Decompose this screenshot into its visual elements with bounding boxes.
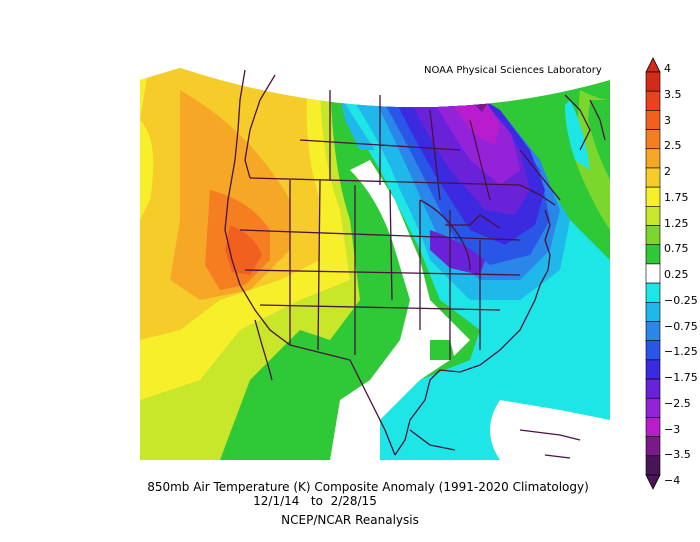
colorbar-swatch: [645, 129, 661, 150]
colorbar-swatch: [645, 321, 661, 341]
colorbar-tick-label: 0.75: [664, 242, 689, 256]
colorbar-swatch: [645, 455, 661, 476]
colorbar-swatch: [645, 148, 661, 169]
colorbar-swatch: [645, 71, 661, 92]
date-end: 2/28/15: [330, 494, 377, 508]
colorbar-swatch: [645, 417, 661, 437]
colorbar-arrow-up: [645, 57, 661, 73]
colorbar-swatch: [645, 167, 661, 188]
colorbar-tick-label: 4: [664, 62, 671, 75]
colorbar-tick-label: 2: [664, 165, 671, 178]
colorbar-tick-label: −0.25: [664, 293, 698, 307]
data-source: NCEP/NCAR Reanalysis: [281, 513, 419, 527]
colorbar: [645, 57, 661, 490]
colorbar-tick-label: 0.25: [664, 268, 689, 281]
colorbar-tick-label: −3.5: [664, 448, 691, 462]
colorbar-swatch: [645, 244, 661, 265]
colorbar-swatch: [645, 301, 661, 322]
colorbar-tick-label: −0.75: [664, 319, 698, 333]
coastline-borders: [224, 69, 606, 459]
colorbar-swatch: [645, 206, 661, 226]
date-separator: to: [310, 494, 323, 508]
colorbar-tick-label: −3: [664, 422, 681, 436]
colorbar-swatch: [645, 436, 661, 457]
date-range: 12/1/14 to 2/28/15: [0, 494, 665, 508]
credit-text: NOAA Physical Sciences Laboratory: [424, 65, 602, 76]
colorbar-swatch: [645, 186, 661, 207]
colorbar-tick-label: −1.25: [664, 345, 698, 359]
date-start: 12/1/14: [253, 494, 300, 508]
colorbar-swatch: [645, 340, 661, 361]
colorbar-tick-label: −1.75: [664, 371, 698, 384]
colorbar-swatch: [645, 225, 661, 246]
colorbar-tick-label: 1.75: [664, 190, 689, 204]
colorbar-swatch: [645, 90, 661, 111]
colorbar-tick-label: −2.5: [664, 396, 691, 410]
colorbar-tick-label: −4: [664, 474, 681, 487]
map-title: 850mb Air Temperature (K) Composite Anom…: [147, 480, 589, 494]
colorbar-tick-label: 3.5: [664, 87, 682, 101]
colorbar-swatch: [645, 359, 661, 380]
colorbar-swatch: [645, 378, 661, 399]
colorbar-swatch: [645, 282, 661, 303]
colorbar-tick-label: 2.5: [664, 139, 682, 153]
colorbar-tick-label: 1.25: [664, 216, 689, 230]
colorbar-swatch: [645, 263, 661, 284]
colorbar-tick-label: 3: [664, 113, 671, 127]
colorbar-swatch: [645, 397, 661, 418]
colorbar-arrow-down: [645, 474, 661, 490]
anomaly-field: [140, 68, 610, 460]
colorbar-swatch: [645, 110, 661, 130]
